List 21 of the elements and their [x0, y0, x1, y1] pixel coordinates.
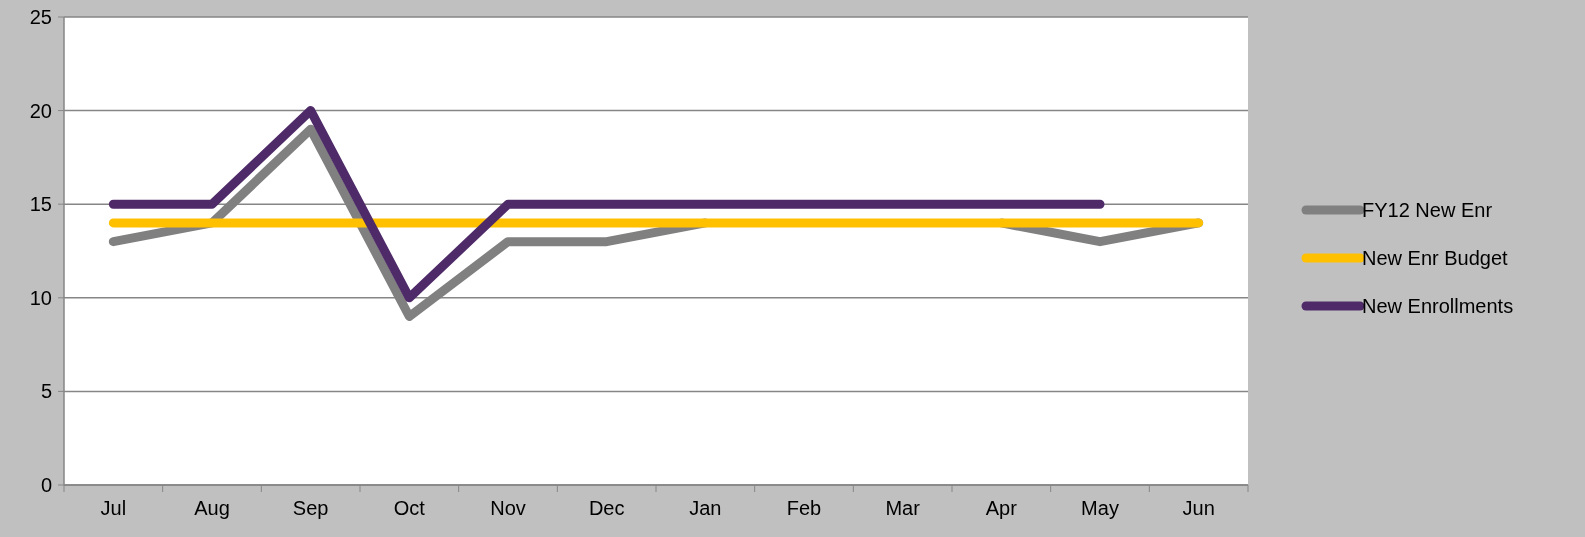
legend-label: New Enrollments — [1362, 295, 1514, 317]
x-tick-label: Jun — [1182, 497, 1215, 519]
x-tick-label: Mar — [885, 497, 921, 519]
x-tick-label: Jul — [100, 497, 127, 519]
y-tick-label: 25 — [29, 6, 52, 28]
x-tick-label: May — [1081, 497, 1119, 519]
y-tick-label: 0 — [40, 474, 52, 496]
legend-label: FY12 New Enr — [1362, 199, 1493, 221]
y-tick-label: 10 — [29, 286, 52, 309]
y-tick-label: 5 — [40, 380, 52, 403]
x-tick-label: Nov — [490, 497, 526, 519]
x-tick-label: Feb — [786, 497, 822, 519]
y-tick-label: 15 — [29, 193, 52, 216]
x-tick-label: Dec — [588, 497, 625, 519]
x-tick-label: Jan — [689, 497, 722, 519]
x-tick-label: Aug — [194, 497, 230, 519]
y-tick-label: 20 — [29, 99, 52, 122]
legend-label: New Enr Budget — [1362, 247, 1509, 269]
x-tick-label: Oct — [393, 497, 426, 519]
x-tick-label: Sep — [292, 497, 329, 519]
x-tick-label: Apr — [985, 497, 1018, 519]
